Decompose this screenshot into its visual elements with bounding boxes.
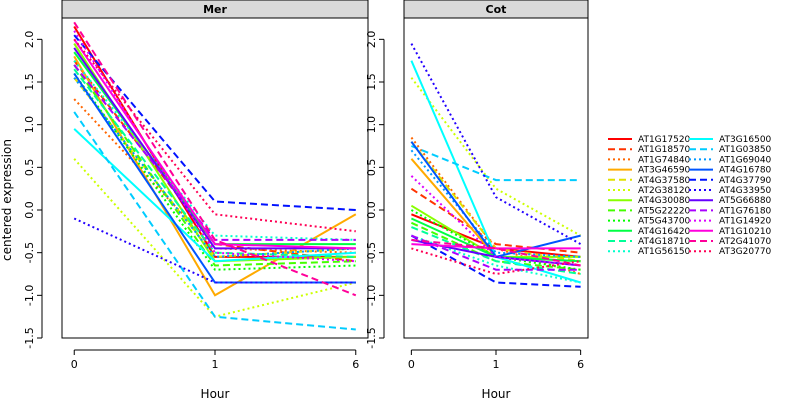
series-line-at1g76180 [411, 234, 581, 271]
series-line-at3g16500 [73, 128, 356, 263]
series-line-at1g03850 [411, 145, 581, 182]
series-line-at5g43700 [73, 72, 356, 271]
y-tick-label: 1.0 [365, 116, 378, 133]
y-tick-label: 0.5 [365, 159, 378, 177]
series-line-at3g46590 [73, 55, 357, 297]
y-tick-label: 1.5 [365, 73, 378, 91]
series-line-at4g33950 [73, 217, 356, 284]
series-line-at4g16780 [410, 141, 581, 259]
legend-label: AT4G16420 [638, 227, 691, 237]
series-line-at2g41070 [73, 21, 357, 297]
series-line-at4g30080 [73, 43, 356, 263]
series-line-at4g16420 [73, 51, 356, 246]
legend-label: AT4G16780 [719, 166, 772, 176]
legend-label: AT5G43700 [638, 217, 691, 227]
series-line-at1g18570 [410, 187, 581, 254]
legend-label: AT4G30080 [638, 196, 691, 206]
legend-label: AT1G69040 [719, 155, 772, 165]
legend-label: AT5G22220 [638, 206, 691, 216]
x-tick-label: 0 [71, 358, 78, 371]
plot-frame [403, 17, 589, 339]
x-tick-label: 0 [408, 358, 415, 371]
legend-label: AT1G18570 [638, 145, 691, 155]
series-line-at1g10210 [411, 243, 581, 250]
legend-label: AT3G16500 [719, 135, 772, 145]
y-tick-label: -0.5 [23, 242, 36, 263]
y-tick-label: 2.0 [23, 31, 36, 49]
legend-label: AT5G66880 [719, 196, 772, 206]
legend-label: AT4G37790 [719, 176, 772, 186]
legend-label: AT2G38120 [638, 186, 691, 196]
series-line-at1g03850 [73, 111, 356, 331]
panel-title: Mer [203, 3, 227, 16]
y-tick-label: 2.0 [365, 31, 378, 49]
series-line-at4g37790 [73, 34, 356, 211]
series-line-at5g66880 [73, 47, 356, 250]
legend-label: AT1G14920 [719, 217, 772, 227]
legend-label: AT1G74840 [638, 155, 691, 165]
series-line-at1g69040 [410, 149, 581, 258]
legend-label: AT4G18710 [638, 237, 691, 247]
legend-label: AT1G03850 [719, 145, 772, 155]
series-line-at1g17520 [73, 25, 356, 258]
legend-label: AT4G33950 [719, 186, 772, 196]
y-tick-label: 1.0 [23, 116, 36, 133]
series-line-at4g16780 [73, 72, 356, 284]
legend-label: AT1G17520 [638, 135, 691, 145]
series-line-at1g74840 [410, 136, 581, 275]
legend-label: AT3G20770 [719, 247, 772, 257]
y-axis-title: centered expression [0, 139, 14, 261]
series-line-at1g74840 [73, 98, 356, 254]
series-line-at2g41070 [411, 238, 581, 267]
series-line-at4g33950 [410, 43, 582, 245]
y-tick-label: 1.5 [23, 73, 36, 91]
x-axis-title: Hour [201, 387, 230, 400]
x-tick-label: 6 [577, 358, 584, 371]
x-tick-label: 6 [352, 358, 359, 371]
legend-label: AT3G46590 [638, 166, 691, 176]
series-line-at1g14920 [73, 30, 356, 263]
y-tick-label: -1.0 [365, 285, 378, 306]
panel-mer: Mer -1.5 -1.0 -0.5 0.0 0.5 1.0 1.5 2.0 0 1 6 Hour [23, 0, 369, 401]
legend-label: AT2G41070 [719, 237, 772, 247]
x-tick-label: 1 [212, 358, 219, 371]
x-axis-title: Hour [482, 387, 511, 400]
panel-cot: Cot -1.5 -1.0 -0.5 0.0 0.5 1.0 1.5 2.0 0 1 6 Hour [365, 0, 589, 401]
y-tick-label: 0.5 [23, 159, 36, 177]
y-tick-label: 0.0 [23, 201, 36, 219]
y-tick-label: -1.5 [365, 327, 378, 348]
legend-label: AT1G56150 [638, 247, 691, 257]
y-tick-label: -1.0 [23, 285, 36, 306]
plot-frame [61, 17, 369, 339]
x-tick-label: 1 [493, 358, 500, 371]
y-tick-label: -0.5 [365, 242, 378, 263]
legend-label: AT1G76180 [719, 206, 772, 216]
legend-label: AT4G37580 [638, 176, 691, 186]
series-line-at2g38120 [410, 77, 582, 237]
panel-title: Cot [486, 3, 507, 16]
legend-label: AT1G10210 [719, 227, 772, 237]
y-tick-label: 0.0 [365, 201, 378, 219]
series-line-at1g10210 [73, 38, 356, 250]
y-tick-label: -1.5 [23, 327, 36, 348]
series-line-at3g20770 [411, 247, 581, 276]
series-line-at1g69040 [73, 77, 356, 258]
legend: AT1G17520AT1G18570AT1G74840AT3G46590AT4G… [608, 135, 772, 257]
